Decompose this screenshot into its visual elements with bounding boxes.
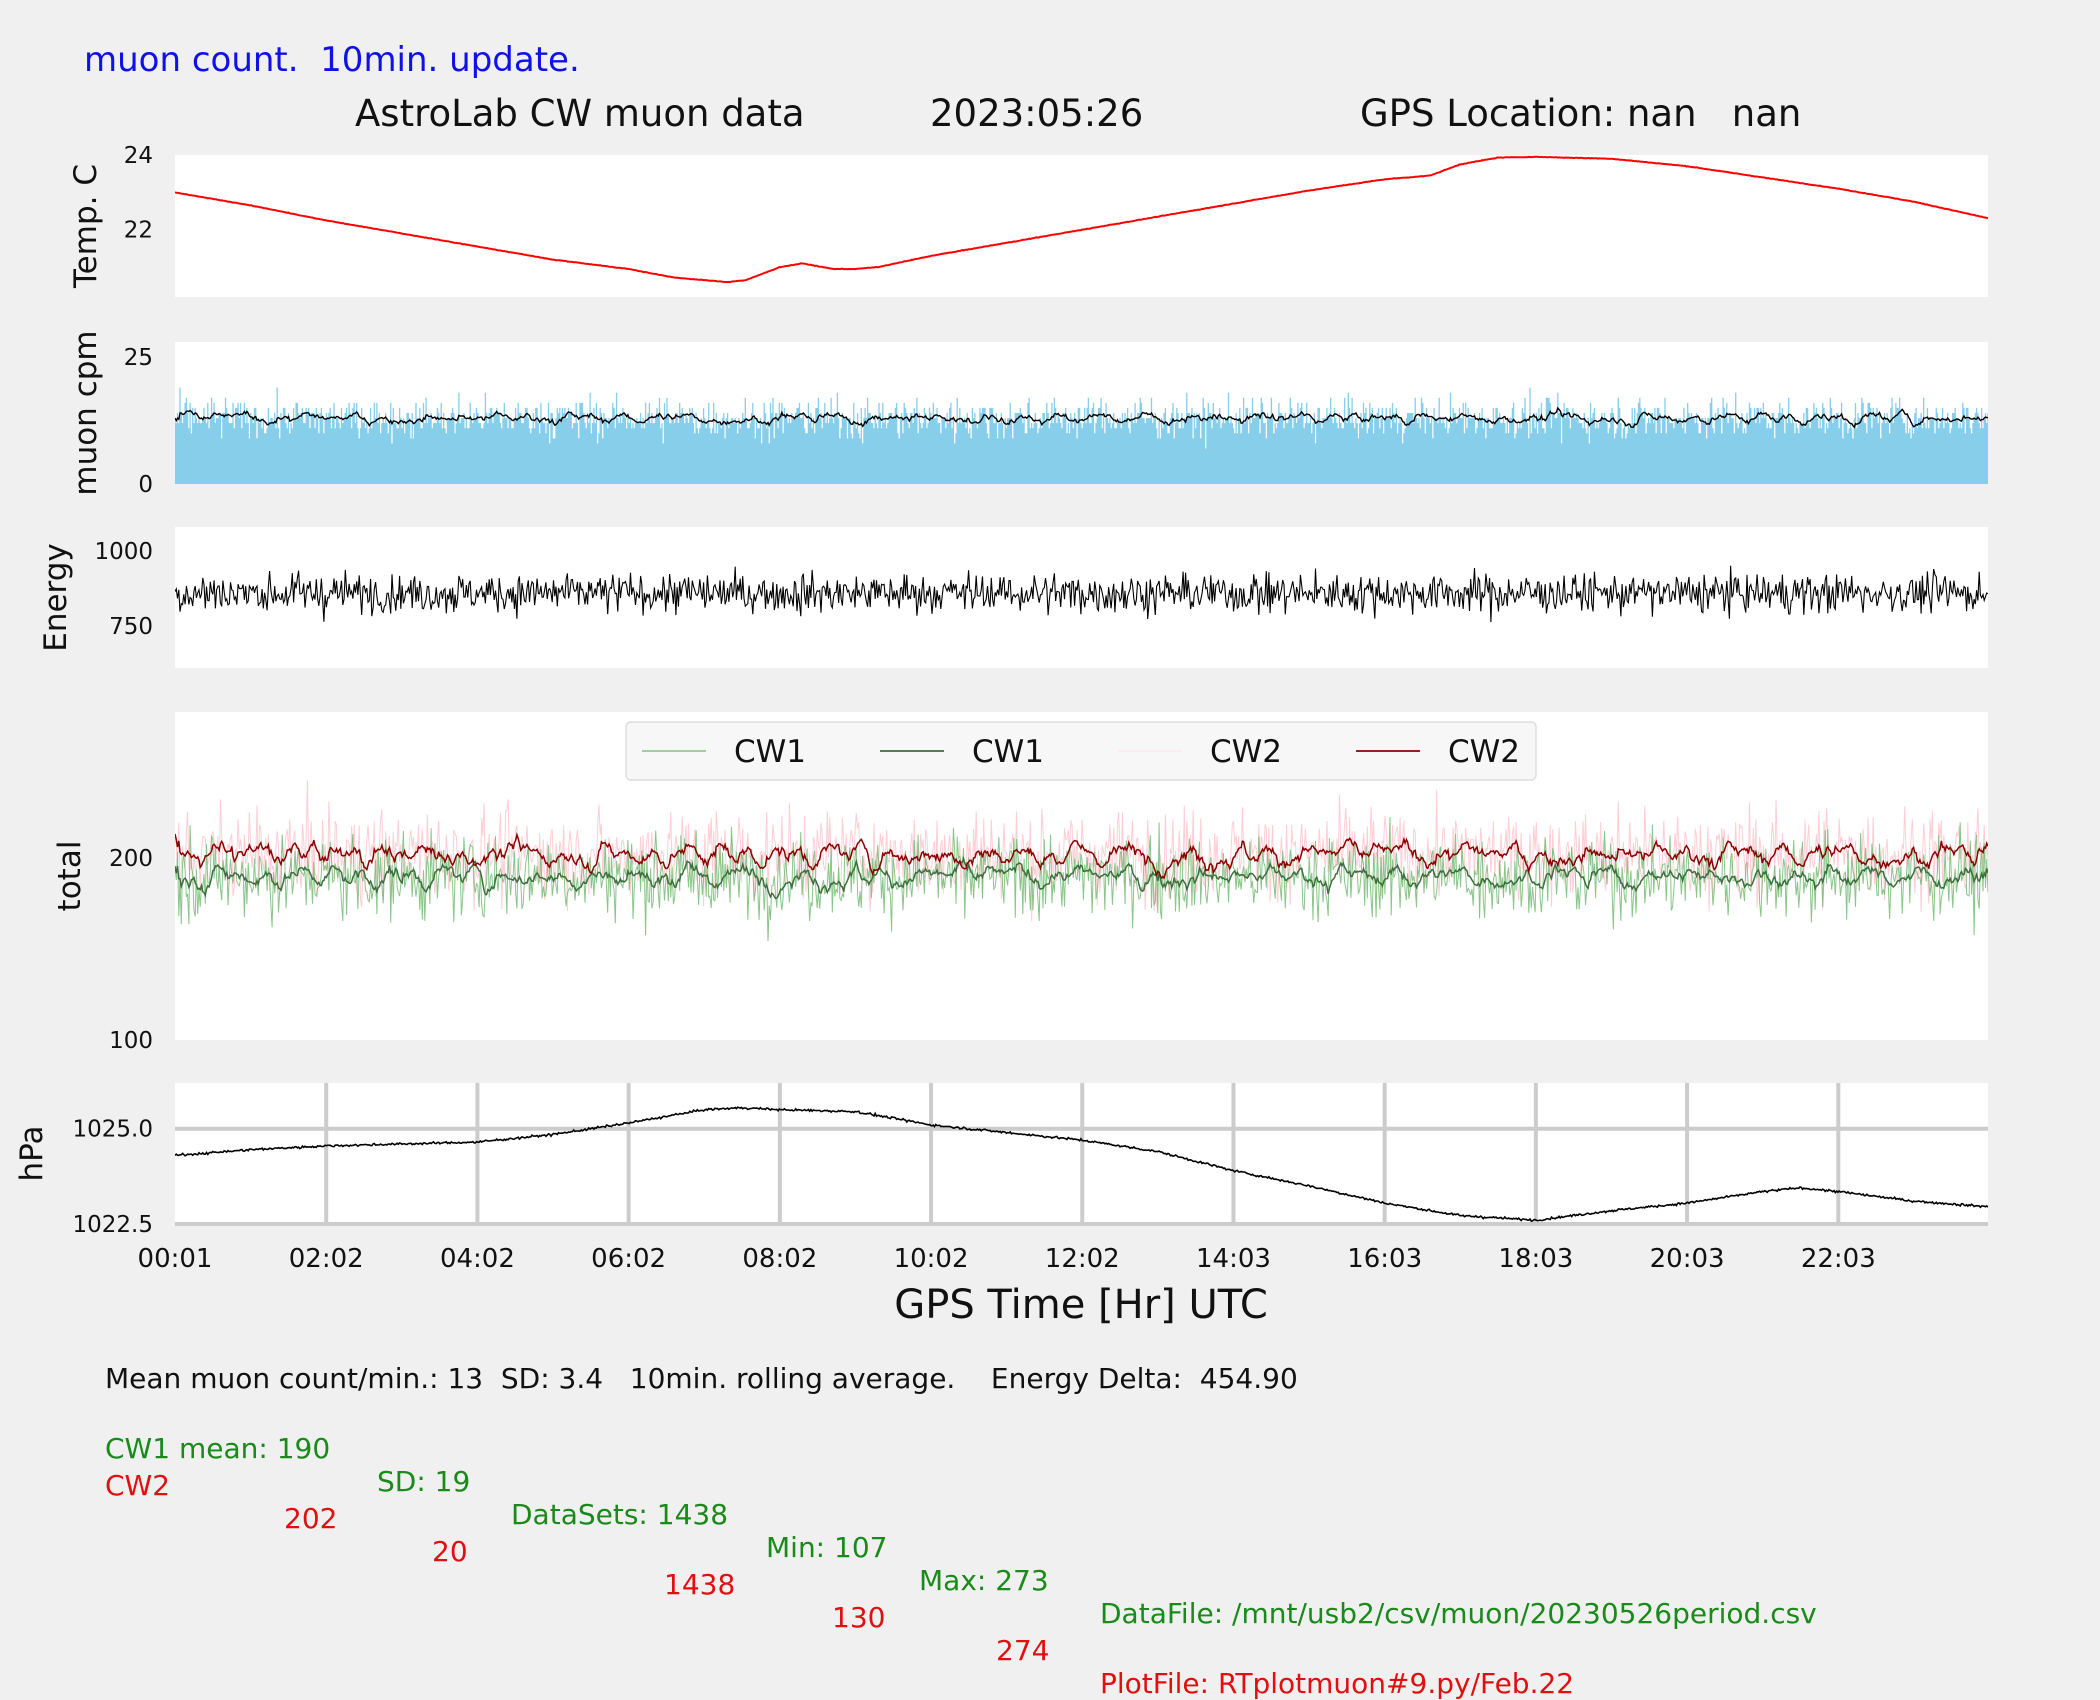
cw2-sd: 20 [432, 1535, 468, 1568]
x-tick-label: 10:02 [894, 1244, 969, 1274]
legend-label: CW2 [1448, 734, 1520, 770]
cw1-min: Min: 107 [766, 1531, 888, 1564]
pressure-ytick-label: 1025.0 [73, 1117, 153, 1143]
cw1-sd: SD: 19 [377, 1465, 471, 1498]
temperature-plot-area [175, 155, 1988, 297]
total-ytick-label: 200 [109, 846, 153, 872]
muon_cpm-ylabel: muon cpm [68, 330, 104, 495]
pressure-series-group [175, 1106, 1988, 1223]
total-ytick-label: 100 [109, 1028, 153, 1054]
legend: CW1 CW1 CW2 CW2 [625, 721, 1537, 781]
cw2-stats-line: CW2 202 20 1438 130 274 PlotFile: RTplot… [0, 1436, 1574, 1700]
legend-box [625, 721, 1537, 781]
x-axis-label: GPS Time [Hr] UTC [894, 1282, 1268, 1328]
cw1-datafile: DataFile: /mnt/usb2/csv/muon/20230526per… [1100, 1597, 1817, 1630]
legend-label: CW1 [734, 734, 806, 770]
temperature-ylabel: Temp. C [68, 164, 104, 289]
x-tick-label: 18:03 [1498, 1244, 1573, 1274]
cw2-datasets: 1438 [664, 1568, 736, 1601]
pressure-panel: 1022.5 1025.0 hPa [14, 1083, 1988, 1238]
gps-location: GPS Location: nan nan [1360, 92, 1802, 135]
x-tick-label: 04:02 [440, 1244, 515, 1274]
x-tick-label: 08:02 [742, 1244, 817, 1274]
cw2-plotfile: PlotFile: RTplotmuon#9.py/Feb.22 [1100, 1667, 1575, 1700]
chart-title: AstroLab CW muon data [355, 92, 805, 135]
summary-line: Mean muon count/min.: 13 SD: 3.4 10min. … [105, 1362, 1298, 1395]
temperature-ytick-label: 22 [124, 218, 153, 244]
cw1-mean: CW1 mean: 190 [105, 1432, 331, 1465]
cw1-datasets: DataSets: 1438 [511, 1498, 729, 1531]
chart-date: 2023:05:26 [930, 92, 1144, 135]
cw2-label: CW2 [105, 1469, 171, 1502]
energy-series-group [175, 565, 1988, 623]
x-tick-label: 20:03 [1650, 1244, 1725, 1274]
energy-panel: 750 1000 Energy [38, 527, 1988, 668]
temperature-series-group [175, 155, 1988, 284]
energy-ytick-label: 1000 [94, 539, 153, 565]
energy-line [175, 565, 1988, 623]
x-tick-label: 06:02 [591, 1244, 666, 1274]
cw1-line [175, 816, 1988, 942]
total-series-group [175, 780, 1988, 942]
x-tick-label: 16:03 [1347, 1244, 1422, 1274]
x-axis: 00:01 02:02 04:02 06:02 08:02 10:02 12:02 14:03… [138, 1244, 1876, 1328]
x-tick-label: 14:03 [1196, 1244, 1271, 1274]
temperature-line [175, 155, 1988, 284]
cw2-rolling-line [175, 832, 1988, 880]
muon_cpm-ytick-label: 0 [138, 472, 153, 498]
cw2-min: 130 [832, 1601, 886, 1634]
muon-rolling-average-line [175, 406, 1988, 429]
total-panel: 100 200 total CW1 CW1 CW2 CW2 [52, 712, 1988, 1054]
muon-count-bars [175, 387, 1988, 484]
muon_cpm-panel: 0 25 muon cpm [68, 330, 1988, 498]
cw1-max: Max: 273 [919, 1564, 1049, 1597]
muon-chart: 22 24 Temp. C 0 25 muon cpm 750 1000 Energy 100 20… [14, 143, 1988, 1328]
x-tick-label: 02:02 [289, 1244, 364, 1274]
pressure-ylabel: hPa [14, 1126, 50, 1182]
x-tick-label: 22:03 [1801, 1244, 1876, 1274]
legend-label: CW2 [1210, 734, 1282, 770]
temperature-ytick-label: 24 [124, 143, 153, 169]
energy-ylabel: Energy [38, 543, 74, 652]
update-note: muon count. 10min. update. [84, 40, 580, 80]
muon_cpm-series-group [175, 387, 1988, 484]
pressure-line [175, 1106, 1988, 1223]
cw2-mean: 202 [284, 1502, 338, 1535]
legend-label: CW1 [972, 734, 1044, 770]
total-ylabel: total [52, 841, 88, 912]
cw2-max: 274 [996, 1634, 1050, 1667]
x-tick-label: 12:02 [1045, 1244, 1120, 1274]
energy-ytick-label: 750 [109, 614, 153, 640]
pressure-ytick-label: 1022.5 [73, 1212, 153, 1238]
cw2-line [175, 780, 1988, 922]
muon_cpm-ytick-label: 25 [124, 345, 153, 371]
cw1-rolling-line [175, 855, 1988, 900]
x-tick-label: 00:01 [138, 1244, 213, 1274]
temperature-panel: 22 24 Temp. C [68, 143, 1988, 297]
